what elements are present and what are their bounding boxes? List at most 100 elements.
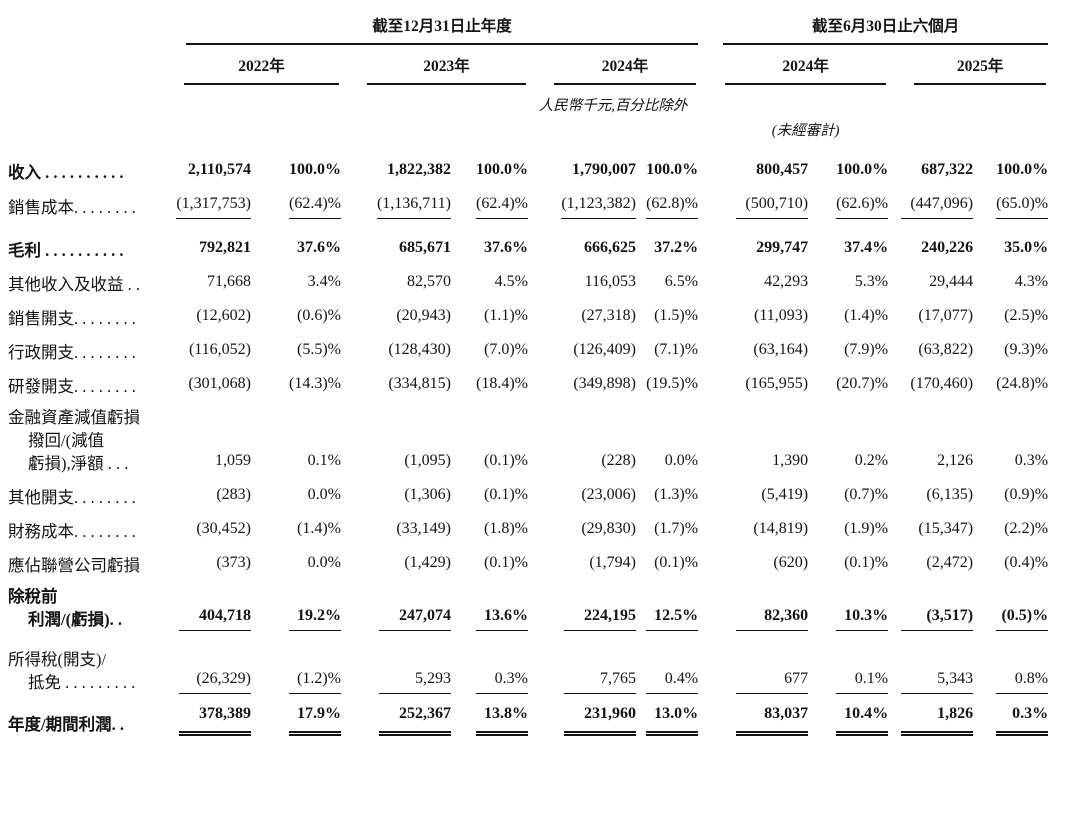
percentage-cell: (7.1)% [636,334,698,368]
unaudited-note: (未經審計) [771,123,840,139]
percentage-value: (24.8)% [996,375,1049,392]
percentage-value: 0.2% [854,452,889,469]
amount-cell: (500,710) [723,188,809,223]
amount-cell: (1,136,711) [341,188,451,223]
percentage-value: 0.1% [836,667,889,694]
percentage-value: (62.8)% [646,192,699,219]
amount-cell: 252,367 [341,698,451,740]
amount-value: (170,460) [910,375,974,392]
row-label-other-expenses: 其他開支. . . . . . . . [8,479,158,513]
percentage-cell: (1.7)% [636,513,698,547]
percentage-value: 37.6% [484,239,528,256]
amount-value: 231,960 [564,702,636,736]
percentage-cell: 0.4% [636,635,699,698]
amount-cell: 1,826 [888,698,974,740]
year-header-2025: 2025年 [914,45,1047,85]
year-header-2024-interim: 2024年 [725,45,887,85]
amount-value: (1,794) [589,554,636,571]
table-row-finance-costs: 財務成本. . . . . . . . (30,452) (1.4)% (33,149… [8,513,1048,547]
amount-value: 685,671 [399,239,451,256]
group-gap [698,581,723,635]
percentage-cell: 100.0% [973,154,1048,188]
table-row-revenue: 收入 . . . . . . . . . . 2,110,574 100.0% 1,8… [8,154,1048,188]
table-row-rd-expenses: 研發開支. . . . . . . . (301,068) (14.3)% (334,… [8,368,1048,402]
percentage-value: 0.0% [664,452,699,469]
amount-value: 7,765 [564,667,636,694]
percentage-cell: 37.6% [251,223,341,266]
amount-cell: (334,815) [341,368,451,402]
group-gap [698,402,723,479]
group-gap [698,223,723,266]
percentage-cell: (0.9)% [973,479,1048,513]
amount-value: 800,457 [756,161,809,178]
row-label-line: 毛利 . . . . . . . . . . [8,241,124,260]
amount-value: (20,943) [396,307,451,324]
row-label-line: 虧損),淨額 . . . [28,454,129,473]
percentage-cell: (0.1)% [451,479,528,513]
row-label-profit-for-the-year-period: 年度/期間利潤. . [8,698,158,740]
amount-value: (30,452) [196,520,251,537]
percentage-cell: (1.2)% [251,635,341,698]
year-header-2023: 2023年 [367,45,526,85]
amount-value: (63,164) [753,341,809,358]
percentage-value: 0.0% [307,486,341,503]
percentage-value: 0.1% [307,452,341,469]
row-label-share-of-losses-of-associates: 應佔聯營公司虧損 [8,547,158,581]
row-label-cost-of-sales: 銷售成本. . . . . . . . [8,188,158,223]
percentage-cell: 3.4% [251,266,341,300]
row-label-profit-loss-before-tax: 除稅前 利潤/(虧損). . [8,581,158,635]
percentage-value: 10.4% [836,702,889,736]
amount-value: (63,822) [918,341,974,358]
amount-cell: 1,390 [723,402,808,479]
amount-value: (17,077) [918,307,974,324]
amount-cell: 1,822,382 [341,154,451,188]
row-label-line: 研發開支. . . . . . . . [8,377,136,396]
row-label-rd-expenses: 研發開支. . . . . . . . [8,368,158,402]
percentage-cell: (18.4)% [451,368,528,402]
percentage-value: 17.9% [289,702,341,736]
percentage-value: (0.6)% [297,307,341,324]
header-spacer [8,14,158,45]
percentage-value: 13.6% [476,604,528,631]
row-label-line: 其他收入及收益 . . [8,275,140,294]
amount-value: (334,815) [388,375,451,392]
amount-value: 1,822,382 [387,161,451,178]
percentage-value: 0.3% [1014,452,1049,469]
amount-value: (128,430) [388,341,451,358]
amount-cell: 404,718 [158,581,251,635]
percentage-value: (2.2)% [1004,520,1049,537]
table-row-administrative-expenses: 行政開支. . . . . . . . (116,052) (5.5)% (128,4… [8,334,1048,368]
amount-cell: 800,457 [723,154,808,188]
row-label-line: 金融資產減值虧損 [8,408,140,427]
amount-cell: (170,460) [888,368,973,402]
amount-value: (11,093) [754,307,809,324]
percentage-cell: 0.3% [973,698,1049,740]
amount-value: 224,195 [564,604,636,631]
percentage-cell: 12.5% [636,581,699,635]
amount-value: (447,096) [901,192,974,219]
amount-value: 71,668 [207,273,251,290]
period-group-row: 截至12月31日止年度 截至6月30日止六個月 [8,14,1049,45]
row-label-line: 應佔聯營公司虧損 [8,556,140,575]
interim-period-header: 截至6月30日止六個月 [723,14,1049,45]
amount-cell: (1,317,753) [158,188,251,223]
amount-cell: (15,347) [888,513,973,547]
percentage-value: 5.3% [854,273,889,290]
row-label-line: 行政開支. . . . . . . . [8,343,136,362]
row-label-line: 除稅前 [8,587,58,606]
amount-cell: 1,790,007 [528,154,636,188]
percentage-value: 100.0% [476,161,528,178]
percentage-value: 37.4% [844,239,889,256]
amount-value: (12,602) [196,307,251,324]
percentage-cell: (20.7)% [808,368,888,402]
amount-value: (14,819) [753,520,809,537]
amount-cell: (20,943) [341,300,451,334]
row-label-line: 財務成本. . . . . . . . [8,522,136,541]
percentage-value: (9.3)% [1004,341,1049,358]
group-gap [698,635,723,698]
percentage-cell: 13.0% [636,698,699,740]
percentage-cell: (1.8)% [451,513,528,547]
percentage-value: 100.0% [996,161,1049,178]
amount-value: (1,136,711) [376,192,451,219]
percentage-cell: (0.1)% [451,402,528,479]
